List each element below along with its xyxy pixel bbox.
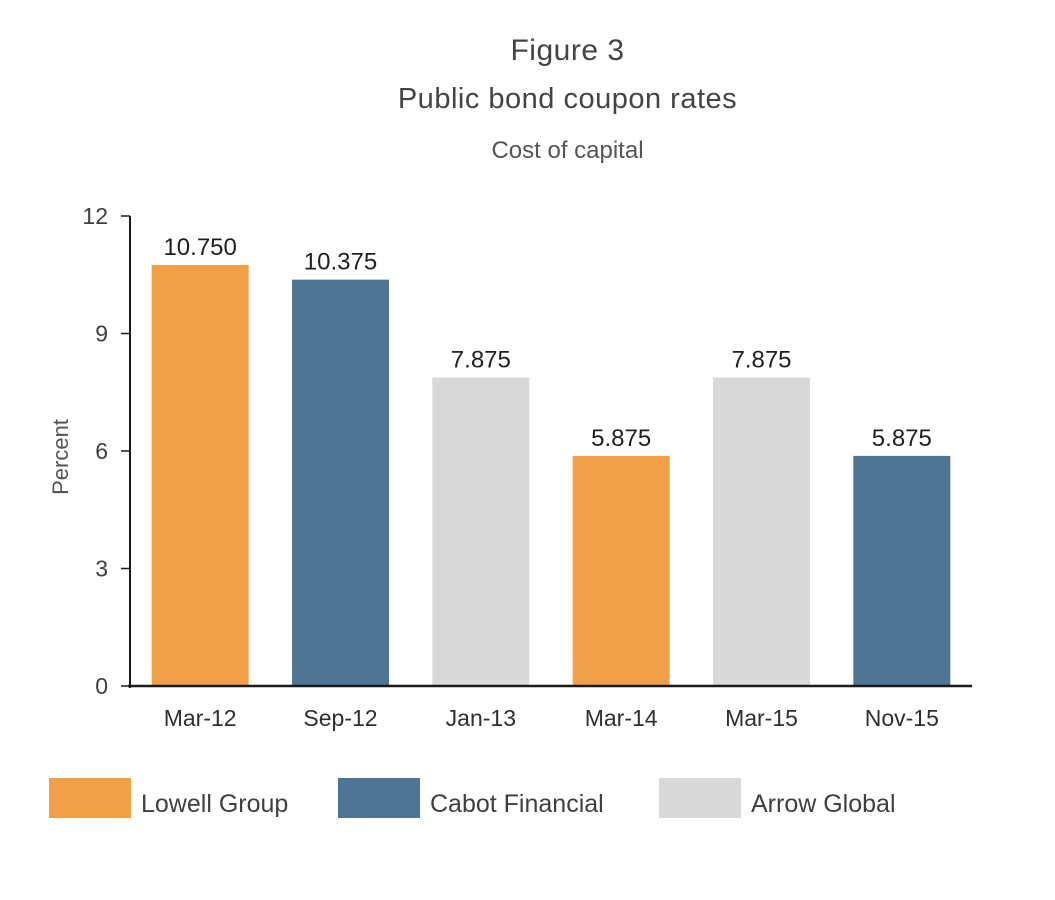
bar (572, 455, 670, 686)
y-tick-label: 0 (95, 673, 108, 699)
figure-label: Figure 3 (510, 34, 625, 67)
bar-chart: 0 3 6 9 12 Percent 10.750 Mar-12 10.375 Sep-12 7.8… (48, 203, 972, 731)
x-tick-label: Nov-15 (865, 705, 939, 731)
legend-label-cabot-financial: Cabot Financial (430, 790, 604, 818)
chart-subtitle: Cost of capital (491, 137, 644, 164)
legend-label-arrow-global: Arrow Global (751, 790, 896, 818)
y-tick-label: 12 (82, 203, 108, 229)
data-label: 7.875 (731, 347, 791, 374)
y-tick-label: 6 (95, 438, 108, 464)
y-tick-label: 3 (95, 556, 108, 582)
data-label: 5.875 (591, 425, 651, 452)
bar (713, 377, 810, 686)
legend-label-lowell-group: Lowell Group (141, 790, 289, 818)
data-label: 10.750 (163, 234, 236, 261)
y-axis-title: Percent (48, 419, 73, 495)
y-tick-label: 9 (95, 321, 108, 347)
bar (853, 455, 951, 686)
data-label: 10.375 (304, 249, 377, 276)
x-tick-label: Mar-15 (725, 705, 798, 731)
chart-title: Public bond coupon rates (397, 83, 738, 115)
x-tick-label: Mar-12 (164, 705, 237, 731)
x-tick-label: Jan-13 (446, 705, 516, 731)
data-label: 5.875 (872, 425, 932, 452)
bar (432, 377, 530, 686)
x-tick-label: Mar-14 (585, 705, 658, 731)
bar (292, 279, 389, 686)
legend-swatch-lowell-group (49, 778, 131, 818)
bar (151, 264, 249, 686)
legend-swatch-cabot-financial (338, 778, 420, 818)
legend: Lowell Group Cabot Financial Arrow Globa… (0, 778, 1055, 820)
legend-swatch-arrow-global (659, 778, 741, 818)
x-tick-label: Sep-12 (303, 705, 377, 731)
data-label: 7.875 (451, 347, 511, 374)
